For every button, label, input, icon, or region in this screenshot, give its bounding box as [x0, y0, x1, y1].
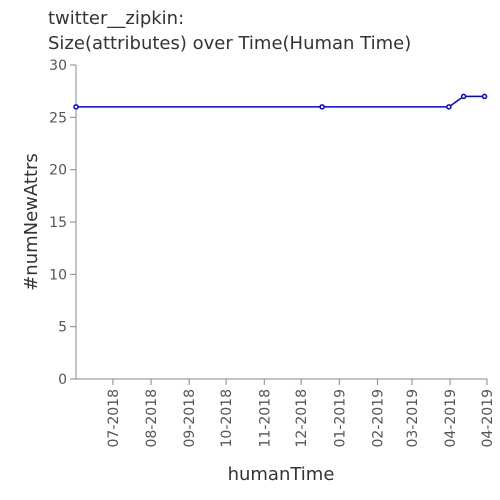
- y-tick-label: 5: [58, 320, 67, 336]
- chart-title-line-2: Size(attributes) over Time(Human Time): [48, 33, 412, 54]
- x-axis: 07-2018 08-2018 09-2018 10-2018 11-2018 12-20…: [76, 378, 496, 448]
- x-tick-label: 08-2018: [144, 389, 160, 448]
- x-tick-label: 12-2018: [294, 389, 310, 448]
- series-layer: [73, 93, 488, 110]
- x-tick-label: 09-2018: [182, 389, 198, 448]
- y-tick-label: 20: [49, 163, 67, 179]
- x-tick-label: 01-2019: [332, 389, 348, 448]
- x-tick-label: 04-2019: [480, 389, 496, 448]
- x-tick-label: 03-2019: [405, 389, 421, 448]
- data-point: [460, 93, 467, 100]
- y-tick-label: 15: [49, 215, 67, 231]
- chart-title-line-1: twitter__zipkin:: [48, 8, 185, 29]
- y-axis: 0 5 10 15 20 25 30: [49, 58, 77, 388]
- y-tick-label: 0: [58, 372, 67, 388]
- chart-title: twitter__zipkin: Size(attributes) over T…: [48, 6, 411, 56]
- x-tick-label: 11-2018: [257, 389, 273, 448]
- x-tick-label: 04-2019: [443, 389, 459, 448]
- x-tick-label: 10-2018: [219, 389, 235, 448]
- series-line: [76, 95, 485, 108]
- y-tick-label: 25: [49, 110, 67, 126]
- data-point: [446, 104, 452, 110]
- x-axis-label: humanTime: [228, 464, 335, 485]
- data-point: [481, 93, 488, 100]
- data-point: [73, 104, 79, 110]
- x-tick-label: 02-2019: [370, 389, 386, 448]
- y-tick-label: 30: [49, 58, 67, 74]
- data-point: [319, 104, 325, 110]
- y-axis-label: #numNewAttrs: [21, 153, 42, 291]
- y-tick-label: 10: [49, 267, 67, 283]
- x-tick-label: 07-2018: [106, 389, 122, 448]
